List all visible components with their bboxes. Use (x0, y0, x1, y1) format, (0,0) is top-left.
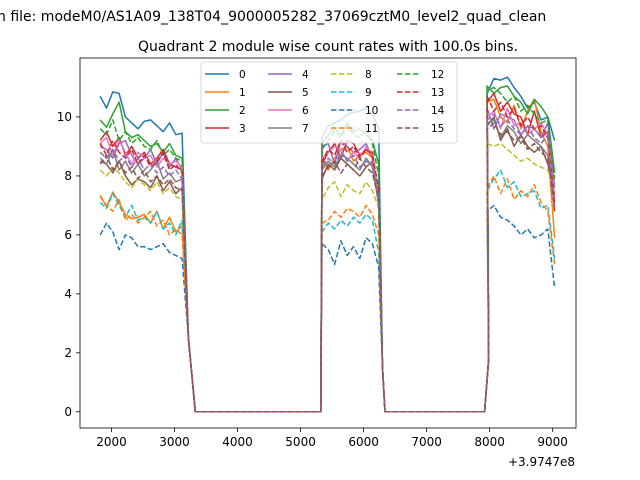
series-line-14 (99, 113, 556, 413)
x-tick-label: 8000 (474, 435, 505, 449)
y-tick-label: 8 (64, 169, 72, 183)
legend-label-3: 3 (239, 123, 246, 135)
x-axis: 2000 3000 4000 5000 6000 7000 8000 9000 (96, 428, 568, 449)
y-tick-label: 6 (64, 228, 72, 242)
y-tick-label: 2 (64, 346, 72, 360)
legend-label-7: 7 (302, 123, 309, 135)
y-axis: 0 2 4 6 8 10 (57, 110, 80, 419)
y-tick-label: 0 (64, 405, 72, 419)
plot-lines (99, 76, 556, 413)
y-tick-label: 10 (57, 110, 72, 124)
legend-label-13: 13 (431, 87, 444, 99)
x-tick-label: 2000 (96, 435, 127, 449)
series-line-15 (99, 122, 556, 413)
file-name-text: n file: modeM0/AS1A09_138T04_9000005282_… (0, 9, 546, 25)
legend-box (200, 61, 458, 144)
series-line-3 (99, 92, 556, 413)
series-line-5 (99, 116, 556, 413)
legend-label-1: 1 (239, 87, 246, 99)
series-line-10 (99, 204, 556, 413)
legend-label-8: 8 (365, 69, 372, 81)
x-tick-label: 5000 (285, 435, 316, 449)
legend-label-10: 10 (365, 105, 378, 117)
legend-label-15: 15 (431, 123, 444, 135)
legend-label-5: 5 (302, 87, 309, 99)
x-tick-label: 3000 (159, 435, 190, 449)
chart-title: Quadrant 2 module wise count rates with … (138, 39, 518, 55)
legend-label-9: 9 (365, 87, 372, 99)
series-line-9 (99, 169, 556, 413)
legend-label-6: 6 (302, 105, 309, 117)
series-line-13 (99, 95, 556, 413)
legend-label-2: 2 (239, 105, 246, 117)
x-tick-label: 6000 (348, 435, 379, 449)
legend-label-12: 12 (431, 69, 444, 81)
legend-label-0: 0 (239, 69, 246, 81)
x-tick-label: 9000 (537, 435, 568, 449)
series-line-11 (99, 175, 556, 413)
x-axis-offset-label: +3.9747e8 (508, 455, 575, 469)
x-tick-label: 4000 (222, 435, 253, 449)
series-line-4 (99, 107, 556, 413)
legend-label-4: 4 (302, 69, 309, 81)
y-tick-label: 4 (64, 287, 72, 301)
axes-frame (79, 57, 577, 429)
x-tick-label: 7000 (411, 435, 442, 449)
series-line-8 (99, 142, 556, 413)
legend-label-14: 14 (431, 105, 445, 117)
legend-label-11: 11 (365, 123, 378, 135)
